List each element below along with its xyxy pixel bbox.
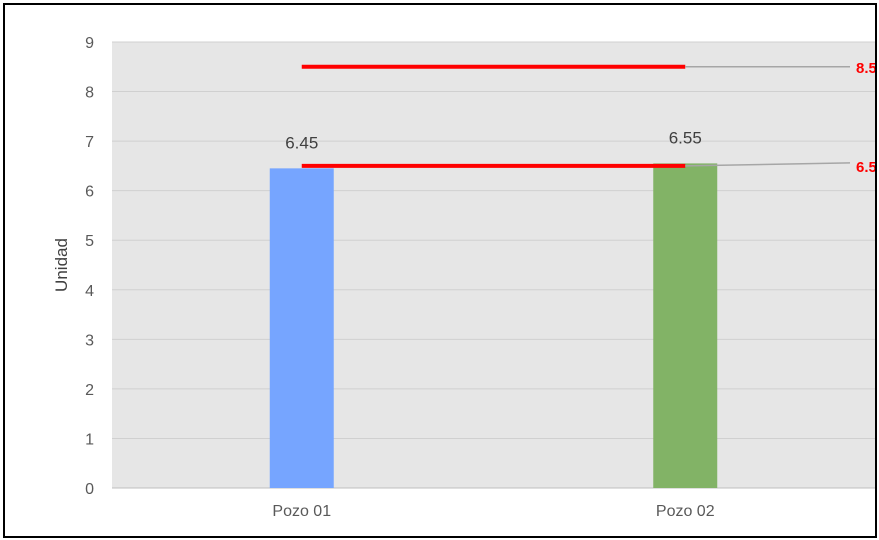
- y-tick-label: 4: [85, 283, 94, 300]
- y-tick-label: 9: [85, 35, 94, 52]
- reference-line-label: 8.5: [856, 60, 877, 77]
- data-labels: 6.45 6.55: [285, 128, 702, 152]
- x-tick-label: Pozo 01: [272, 503, 331, 520]
- bar-pozo-01: [269, 168, 334, 488]
- y-axis-title: Unidad: [52, 238, 71, 292]
- gridlines: [112, 41, 875, 489]
- y-axis-ticks: 0 1 2 3 4 5 6 7 8 9: [85, 35, 94, 498]
- y-tick-label: 6: [85, 184, 94, 201]
- bar-pozo-02: [653, 163, 718, 488]
- y-tick-label: 0: [85, 481, 94, 498]
- reference-leader-line: [685, 162, 851, 167]
- reference-lines: 8.5 6.5: [301, 60, 877, 176]
- reference-line-label: 6.5: [856, 159, 877, 176]
- plot-area: [112, 42, 875, 488]
- y-tick-label: 2: [85, 382, 94, 399]
- y-tick-label: 3: [85, 332, 94, 349]
- x-axis-ticks: Pozo 01 Pozo 02: [272, 503, 714, 520]
- y-tick-label: 5: [85, 233, 94, 250]
- y-tick-label: 1: [85, 431, 94, 448]
- y-tick-label: 7: [85, 134, 94, 151]
- x-tick-label: Pozo 02: [656, 503, 715, 520]
- data-label: 6.55: [669, 128, 702, 147]
- y-tick-label: 8: [85, 85, 94, 102]
- bars: [269, 163, 718, 488]
- data-label: 6.45: [285, 133, 318, 152]
